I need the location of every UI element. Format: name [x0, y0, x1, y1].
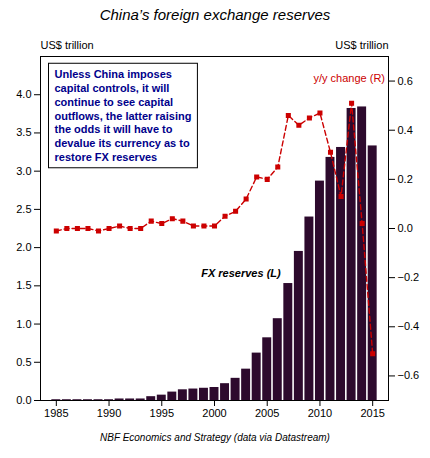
svg-text:FX reserves (L): FX reserves (L) [201, 267, 281, 279]
svg-text:0.0: 0.0 [16, 394, 31, 406]
svg-text:US$ trillion: US$ trillion [335, 39, 388, 51]
svg-text:2000: 2000 [202, 407, 226, 419]
svg-text:3.5: 3.5 [16, 126, 31, 138]
svg-text:1.5: 1.5 [16, 279, 31, 291]
html-text:China’s foreign exchange reser: China’s foreign exchange reserves [99, 6, 331, 23]
svg-text:Unless China imposescapital co: Unless China imposescapital controls, it… [55, 68, 192, 163]
svg-text:US$ trillion: US$ trillion [41, 39, 94, 51]
svg-text:4.0: 4.0 [16, 88, 31, 100]
svg-text:3.0: 3.0 [16, 165, 31, 177]
svg-text:2.5: 2.5 [16, 203, 31, 215]
svg-text:2.0: 2.0 [16, 241, 31, 253]
svg-text:−0.6: −0.6 [398, 369, 420, 381]
svg-text:−0.2: −0.2 [398, 271, 420, 283]
svg-text:1995: 1995 [150, 407, 174, 419]
svg-text:1985: 1985 [44, 407, 68, 419]
svg-text:2015: 2015 [360, 407, 384, 419]
svg-text:0.4: 0.4 [398, 124, 413, 136]
html-text:NBF Economics and Strategy (da: NBF Economics and Strategy (data via Dat… [100, 432, 330, 443]
svg-text:1990: 1990 [97, 407, 121, 419]
svg-text:2010: 2010 [308, 407, 332, 419]
svg-text:−0.4: −0.4 [398, 320, 420, 332]
svg-text:2005: 2005 [255, 407, 279, 419]
svg-text:0.5: 0.5 [16, 356, 31, 368]
svg-text:0.0: 0.0 [398, 222, 413, 234]
svg-text:y/y change (R): y/y change (R) [313, 72, 385, 84]
svg-text:1.0: 1.0 [16, 318, 31, 330]
svg-text:0.2: 0.2 [398, 173, 413, 185]
svg-text:0.6: 0.6 [398, 75, 413, 87]
